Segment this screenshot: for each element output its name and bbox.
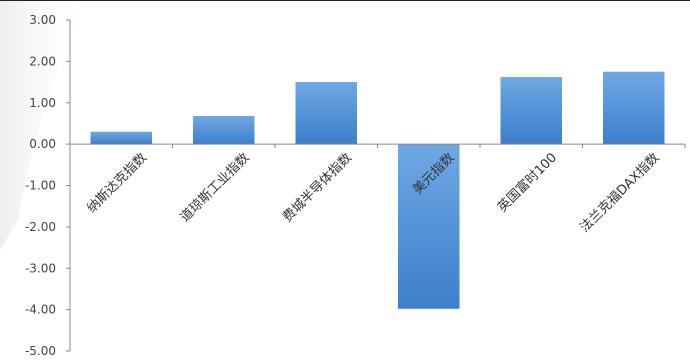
category-label-3: 费城半导体指数 [280,150,355,225]
y-tick-label: 3.00 [29,13,56,27]
bar-3 [295,82,357,145]
bar-5 [500,77,562,145]
category-label-6: 法兰克福DAX指数 [577,150,662,235]
bar-1 [90,131,152,145]
bars-group [90,71,665,309]
y-tick-label: -3.00 [25,261,56,275]
bar-6 [603,71,665,145]
category-label-2: 道琼斯工业指数 [178,150,253,225]
y-tick-label: 2.00 [29,54,56,68]
y-tick-label: -2.00 [25,220,56,234]
bar-2 [193,115,255,145]
background-swoosh [0,0,92,250]
y-axis: 3.00 2.00 1.00 0.00 -1.00 -2.00 -3.00 -4.00 -5.0… [25,13,71,358]
category-labels: 纳斯达克指数 道琼斯工业指数 费城半导体指数 美元指数 英国富时100 法兰克福DAX指数 [84,150,662,236]
category-label-5: 英国富时100 [494,150,560,216]
y-tick-label: -4.00 [25,303,56,317]
bar-4 [398,144,460,309]
category-label-1: 纳斯达克指数 [84,150,150,216]
y-tick-label: 1.00 [29,96,56,110]
x-axis-baseline [69,143,686,149]
y-tick-label: -5.00 [25,344,56,358]
y-tick-label: 0.00 [29,137,56,151]
y-tick-label: -1.00 [25,179,56,193]
